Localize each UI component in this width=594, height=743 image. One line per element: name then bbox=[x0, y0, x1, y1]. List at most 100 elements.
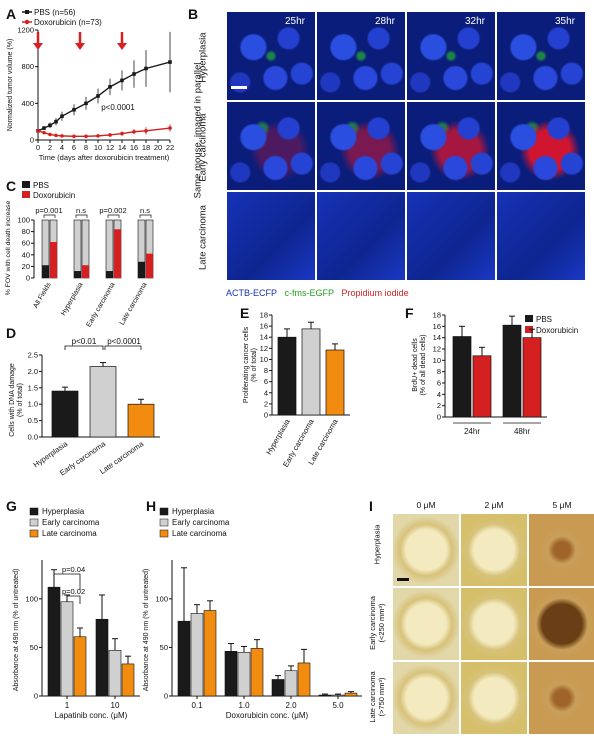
legend-swatch bbox=[159, 507, 169, 516]
data-point-pbs bbox=[132, 72, 136, 76]
legend-swatch bbox=[29, 507, 39, 516]
data-point-dox bbox=[132, 129, 136, 134]
panel-c-y-tick-label: 100 bbox=[17, 216, 30, 225]
micrograph-panel bbox=[497, 102, 585, 190]
data-point-pbs bbox=[144, 66, 148, 71]
bar bbox=[203, 610, 217, 697]
panel-h-legend-label: Hyperplasia bbox=[172, 507, 215, 516]
micrograph-panel bbox=[227, 12, 315, 100]
legend-swatch bbox=[159, 529, 169, 538]
panel-d-ylabel-unit: (% of total) bbox=[17, 383, 24, 417]
bar bbox=[250, 648, 264, 697]
data-point-dox bbox=[120, 131, 124, 136]
micrograph-panel bbox=[497, 12, 585, 100]
panel-a-ylabel: Normalized tumor volume (%) bbox=[7, 39, 14, 132]
panel-h-category-label: 5.0 bbox=[332, 701, 344, 710]
legend-pi: Propidium iodide bbox=[341, 288, 409, 298]
micrograph-panel bbox=[317, 102, 405, 190]
spheroid-image bbox=[461, 588, 527, 660]
panel-a-x-tick-label: 0 bbox=[36, 143, 40, 152]
data-point-pbs bbox=[168, 60, 172, 64]
legend-dox-marker bbox=[24, 19, 30, 25]
panel-e-ylabel-unit: (% of total) bbox=[251, 348, 258, 382]
data-point-pbs bbox=[54, 119, 58, 124]
spheroid-image bbox=[529, 662, 594, 734]
panel-c-category-label: Hyperplasia bbox=[60, 281, 85, 317]
spheroid-image bbox=[393, 662, 459, 734]
bar-pbs bbox=[502, 324, 522, 418]
bar-pbs bbox=[106, 271, 113, 278]
data-point-dox bbox=[54, 133, 58, 138]
panel-h-y-tick-label: 0 bbox=[164, 692, 168, 701]
micrograph-panel bbox=[407, 12, 495, 100]
bar bbox=[224, 651, 238, 697]
bar bbox=[237, 651, 251, 697]
legend-pbs-label: PBS (n=56) bbox=[34, 8, 76, 17]
data-point-pbs bbox=[60, 114, 64, 118]
data-point-dox bbox=[60, 134, 64, 138]
panel-a-x-tick-label: 18 bbox=[142, 143, 150, 152]
panel-f-y-tick-label: 2 bbox=[437, 401, 441, 410]
panel-h-ylabel: Absorbance at 490 nm (% of untreated) bbox=[143, 569, 150, 692]
panel-g: G Hyperplasia Early carcinoma Late carcino… bbox=[0, 490, 150, 738]
panel-g-pvalue: p=0.02 bbox=[62, 587, 85, 596]
panel-c-label: C bbox=[6, 178, 17, 194]
panel-g-category-label: 10 bbox=[111, 701, 120, 710]
panel-a-label: A bbox=[6, 6, 17, 22]
panel-i-row-label: Early carcinoma (<250 mm³) bbox=[368, 596, 386, 650]
panel-g-legend-label: Hyperplasia bbox=[42, 507, 85, 516]
spheroid-image bbox=[529, 588, 594, 660]
data-point-dox bbox=[42, 130, 46, 135]
panel-h-y-tick-label: 100 bbox=[155, 594, 168, 603]
bar bbox=[60, 601, 74, 697]
legend-dox-swatch bbox=[22, 191, 30, 198]
panel-d-pvalue: p<0.01 bbox=[72, 337, 97, 346]
panel-f-y-tick-label: 12 bbox=[433, 345, 441, 354]
panel-c-y-tick-label: 40 bbox=[22, 250, 30, 259]
panel-b-row-label: Early carcinoma bbox=[197, 113, 209, 182]
significance-bracket bbox=[43, 214, 56, 218]
micrograph-panel bbox=[317, 12, 405, 100]
treatment-arrow-head bbox=[75, 43, 85, 50]
timepoint-label: 25hr bbox=[285, 16, 306, 27]
panel-i-column-label: 0 μM bbox=[416, 500, 436, 510]
panel-e-y-tick-label: 14 bbox=[260, 333, 268, 342]
bar bbox=[108, 650, 122, 697]
panel-a-x-tick-label: 6 bbox=[72, 143, 76, 152]
treatment-arrow-head bbox=[117, 43, 127, 50]
panel-f-category-label: 24hr bbox=[464, 427, 480, 436]
panel-f-y-tick-label: 4 bbox=[437, 390, 441, 399]
panel-c: C PBS Doxorubicin 0 20 40 60 80 100 % FOV with c… bbox=[0, 178, 185, 328]
panel-c-pvalue: p=0.002 bbox=[99, 206, 126, 215]
panel-g-label: G bbox=[6, 498, 17, 514]
scale-bar bbox=[231, 86, 247, 89]
panel-h-category-label: 1.0 bbox=[238, 701, 250, 710]
panel-c-y-tick-label: 60 bbox=[22, 239, 30, 248]
bar bbox=[51, 390, 79, 438]
panel-e-chart: 0 2 4 6 8 10 12 14 16 18 Proliferating cancer cell… bbox=[243, 311, 350, 469]
panel-i-row-label: Late carcinoma (>750 mm³) bbox=[368, 671, 386, 723]
micrograph-panel bbox=[227, 192, 315, 280]
panel-e-y-tick-label: 8 bbox=[264, 366, 268, 375]
panel-c-y-tick-label: 0 bbox=[26, 274, 30, 283]
panel-f-y-tick-label: 0 bbox=[437, 413, 441, 422]
panel-g-xlabel: Lapatinib conc. (μM) bbox=[55, 711, 128, 720]
panel-d-label: D bbox=[6, 325, 17, 341]
panel-i: I 0 μM 2 μM 5 μM Hyperplasia Early carcinoma… bbox=[367, 490, 594, 738]
significance-bracket bbox=[104, 345, 142, 350]
data-point-dox bbox=[72, 134, 76, 139]
panel-c-pvalue: n.s bbox=[140, 206, 150, 215]
panel-c-ylabel: % FOV with cell death increase bbox=[5, 201, 12, 296]
panel-b-label: B bbox=[188, 6, 199, 22]
panel-e-y-tick-label: 16 bbox=[260, 322, 268, 331]
bar bbox=[177, 620, 191, 697]
panel-a-x-tick-label: 10 bbox=[94, 143, 102, 152]
panel-d-y-tick-label: 2.0 bbox=[28, 367, 38, 376]
panel-c-category-label: Late carcinoma bbox=[119, 281, 149, 326]
panel-h: H Hyperplasia Early carcinoma Late carcino… bbox=[142, 490, 367, 738]
data-point-pbs bbox=[120, 78, 124, 83]
panel-g-pvalue: p=0.04 bbox=[62, 565, 85, 574]
legend-dox-label: Doxorubicin bbox=[536, 326, 578, 335]
panel-d: D 0.0 0.5 1.0 1.5 2.0 2.5 Cells with DNA damag… bbox=[0, 325, 185, 490]
